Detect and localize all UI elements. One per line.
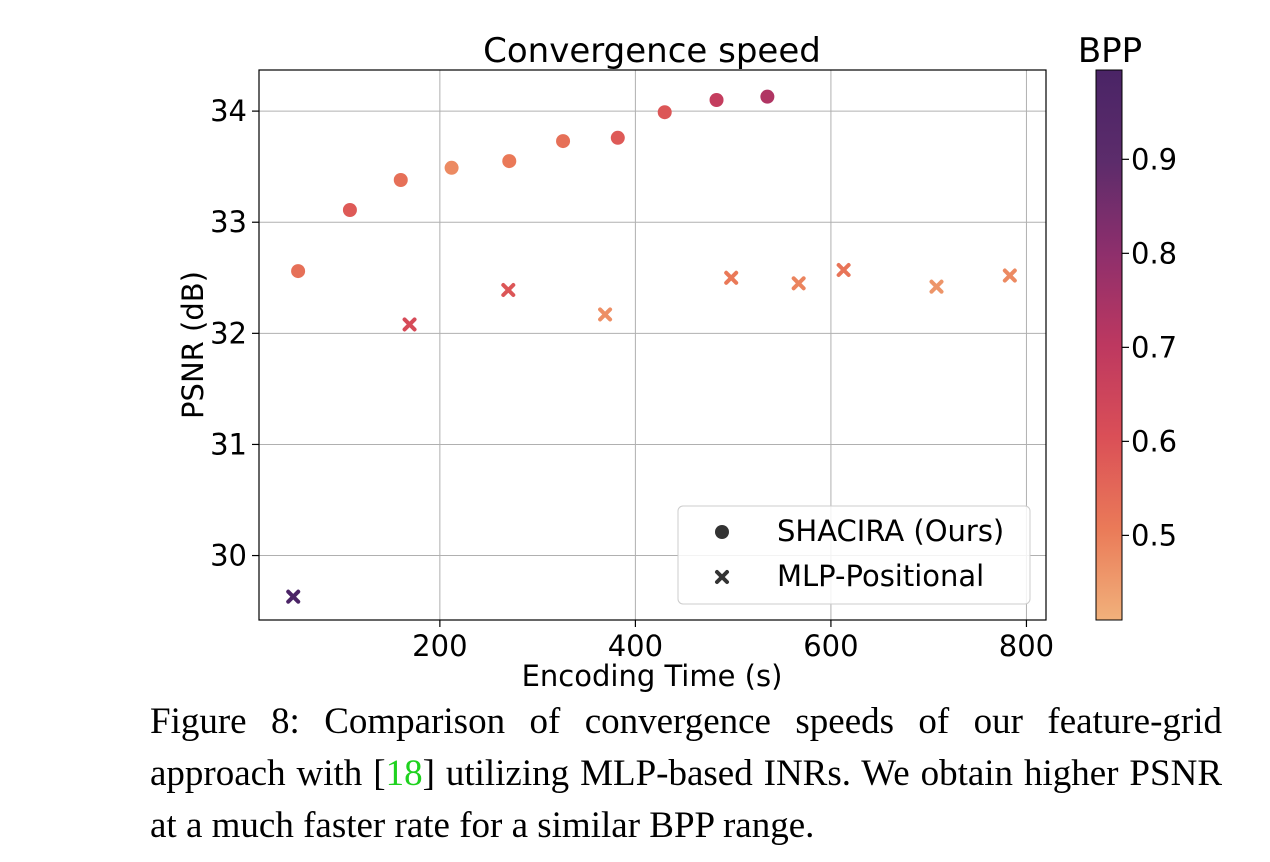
- colorbar-tick-label: 0.9: [1131, 142, 1177, 176]
- mlp-point-stroke: [598, 307, 613, 322]
- shacira-point: [709, 93, 724, 107]
- mlp-point-stroke: [1002, 268, 1017, 283]
- shacira-point: [760, 89, 775, 104]
- mlp-point-stroke: [724, 270, 739, 285]
- shacira-point: [291, 264, 306, 279]
- legend-box: [677, 505, 1031, 605]
- colorbar-ticks: 0.5 0.6 0.7 0.8 0.9: [1122, 142, 1177, 552]
- colorbar-label: BPP: [1078, 31, 1142, 71]
- shacira-point: [556, 134, 571, 149]
- mlp-point-stroke: [836, 263, 851, 277]
- legend-label-shacira: SHACIRA (Ours): [777, 514, 1004, 548]
- y-tick-label: 30: [210, 539, 247, 573]
- colorbar-tick-label: 0.8: [1131, 236, 1177, 270]
- gridlines: [259, 70, 1046, 620]
- mlp-point-stroke: [501, 283, 516, 297]
- figure-caption: Figure 8: Comparison of convergence spee…: [150, 696, 1222, 852]
- colorbar-tick-label: 0.5: [1131, 518, 1177, 552]
- y-axis-label: PSNR (dB): [176, 271, 210, 419]
- data-points: [286, 89, 1017, 604]
- x-tick-label: 200: [412, 629, 467, 663]
- caption-text-start: Figure 8: Comparison of convergence spee…: [150, 701, 1222, 794]
- x-tick-label: 400: [608, 629, 663, 663]
- citation-link[interactable]: 18: [385, 753, 423, 794]
- mlp-point: [791, 276, 806, 291]
- colorbar-tick-label: 0.7: [1131, 330, 1177, 364]
- colorbar: BPP 0.5 0.6 0.7 0.8 0.9: [1078, 31, 1177, 621]
- mlp-point-stroke: [791, 276, 806, 291]
- colorbar-tick-label: 0.6: [1131, 424, 1177, 458]
- x-tick-label: 600: [803, 629, 858, 663]
- shacira-point: [393, 173, 408, 187]
- mlp-point: [598, 307, 613, 322]
- mlp-point: [1002, 268, 1017, 283]
- mlp-point: [286, 589, 301, 604]
- y-tick-label: 31: [210, 427, 247, 461]
- y-tick-label: 34: [210, 94, 247, 128]
- mlp-point: [402, 317, 417, 332]
- caption-text-end: ] utilizing MLP-based INRs. We obtain hi…: [150, 753, 1222, 846]
- mlp-point: [724, 270, 739, 285]
- x-tick-label: 800: [999, 629, 1054, 663]
- mlp-point-stroke: [929, 279, 944, 294]
- legend-x-marker: [715, 570, 729, 584]
- convergence-chart: 200 400 600 800 30 31 32 33 34 Convergence speed…: [176, 31, 1177, 693]
- shacira-point: [657, 105, 672, 120]
- y-tick-label: 32: [210, 316, 247, 350]
- legend: SHACIRA (Ours) MLP-Positional: [677, 505, 1031, 605]
- mlp-point: [836, 263, 851, 277]
- mlp-point-stroke: [286, 589, 301, 604]
- axis-ticks: 200 400 600 800 30 31 32 33 34: [210, 94, 1054, 663]
- mlp-point-stroke: [402, 317, 417, 332]
- legend-circle-marker: [715, 525, 729, 539]
- x-axis-label: Encoding Time (s): [522, 659, 783, 693]
- shacira-point: [610, 130, 625, 145]
- plot-frame: [258, 69, 1047, 621]
- shacira-point: [342, 203, 357, 217]
- mlp-point: [501, 283, 516, 297]
- colorbar-gradient: [1095, 69, 1123, 621]
- y-tick-label: 33: [210, 205, 247, 239]
- chart-title: Convergence speed: [483, 31, 821, 71]
- legend-label-mlp: MLP-Positional: [777, 559, 984, 593]
- shacira-point: [502, 154, 517, 169]
- mlp-point: [929, 279, 944, 294]
- shacira-point: [444, 160, 459, 175]
